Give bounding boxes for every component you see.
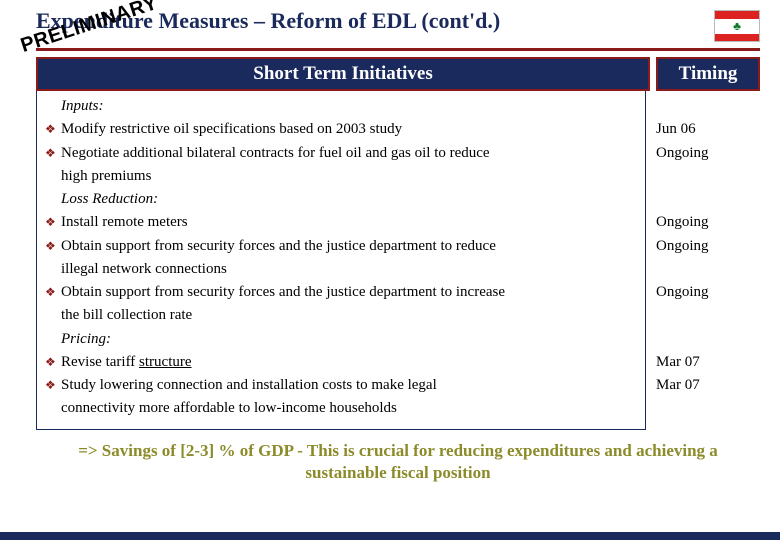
header-timing: Timing <box>656 57 760 91</box>
title-underline <box>36 48 760 51</box>
list-item: ❖Modify restrictive oil specifications b… <box>45 118 637 141</box>
bullet-icon <box>45 258 61 260</box>
timing-column: Jun 06Ongoing OngoingOngoing Ongoing Mar… <box>652 91 760 430</box>
list-item: ❖Install remote meters <box>45 211 637 234</box>
bullet-icon: ❖ <box>45 142 61 163</box>
list-item: Pricing: <box>45 328 637 351</box>
timing-value <box>656 95 756 118</box>
list-item: the bill collection rate <box>45 304 637 327</box>
bullet-icon <box>45 397 61 399</box>
timing-value <box>656 188 756 211</box>
timing-value: Ongoing <box>656 211 756 234</box>
bullet-icon: ❖ <box>45 374 61 395</box>
timing-value: Ongoing <box>656 142 756 165</box>
item-text: Obtain support from security forces and … <box>61 281 637 304</box>
flag-icon: ♣ <box>714 10 760 42</box>
list-item: ❖Study lowering connection and installat… <box>45 374 637 397</box>
item-text: illegal network connections <box>61 258 637 281</box>
timing-value <box>656 258 756 281</box>
table-header-row: Short Term Initiatives Timing <box>36 57 760 91</box>
bullet-icon: ❖ <box>45 211 61 232</box>
bullet-icon <box>45 328 61 330</box>
item-text: Negotiate additional bilateral contracts… <box>61 142 637 165</box>
section-heading: Inputs: <box>61 95 637 118</box>
bullet-icon <box>45 165 61 167</box>
list-item: ❖Negotiate additional bilateral contract… <box>45 142 637 165</box>
timing-value <box>656 304 756 327</box>
footer-note: => Savings of [2-3] % of GDP - This is c… <box>36 440 760 486</box>
section-heading: Pricing: <box>61 328 637 351</box>
item-text: Obtain support from security forces and … <box>61 235 637 258</box>
item-text: Modify restrictive oil specifications ba… <box>61 118 637 141</box>
bullet-icon: ❖ <box>45 118 61 139</box>
item-text: Study lowering connection and installati… <box>61 374 637 397</box>
timing-value <box>656 328 756 351</box>
timing-value: Mar 07 <box>656 374 756 397</box>
item-text: Revise tariff structure <box>61 351 637 374</box>
timing-value: Ongoing <box>656 235 756 258</box>
bullet-icon <box>45 188 61 190</box>
list-item: Loss Reduction: <box>45 188 637 211</box>
bullet-icon <box>45 95 61 97</box>
timing-value <box>656 165 756 188</box>
item-text: connectivity more affordable to low-inco… <box>61 397 637 420</box>
list-item: connectivity more affordable to low-inco… <box>45 397 637 420</box>
bullet-icon: ❖ <box>45 235 61 256</box>
item-text: high premiums <box>61 165 637 188</box>
timing-value: Mar 07 <box>656 351 756 374</box>
list-item: ❖Obtain support from security forces and… <box>45 235 637 258</box>
list-item: ❖Revise tariff structure <box>45 351 637 374</box>
timing-value: Ongoing <box>656 281 756 304</box>
section-heading: Loss Reduction: <box>61 188 637 211</box>
item-text: the bill collection rate <box>61 304 637 327</box>
bullet-icon <box>45 304 61 306</box>
bullet-icon: ❖ <box>45 351 61 372</box>
header-initiatives: Short Term Initiatives <box>36 57 650 91</box>
initiatives-column: Inputs:❖Modify restrictive oil specifica… <box>36 91 646 430</box>
list-item: ❖Obtain support from security forces and… <box>45 281 637 304</box>
list-item: illegal network connections <box>45 258 637 281</box>
item-text: Install remote meters <box>61 211 637 234</box>
timing-value <box>656 397 756 420</box>
list-item: high premiums <box>45 165 637 188</box>
bullet-icon: ❖ <box>45 281 61 302</box>
timing-value: Jun 06 <box>656 118 756 141</box>
list-item: Inputs: <box>45 95 637 118</box>
